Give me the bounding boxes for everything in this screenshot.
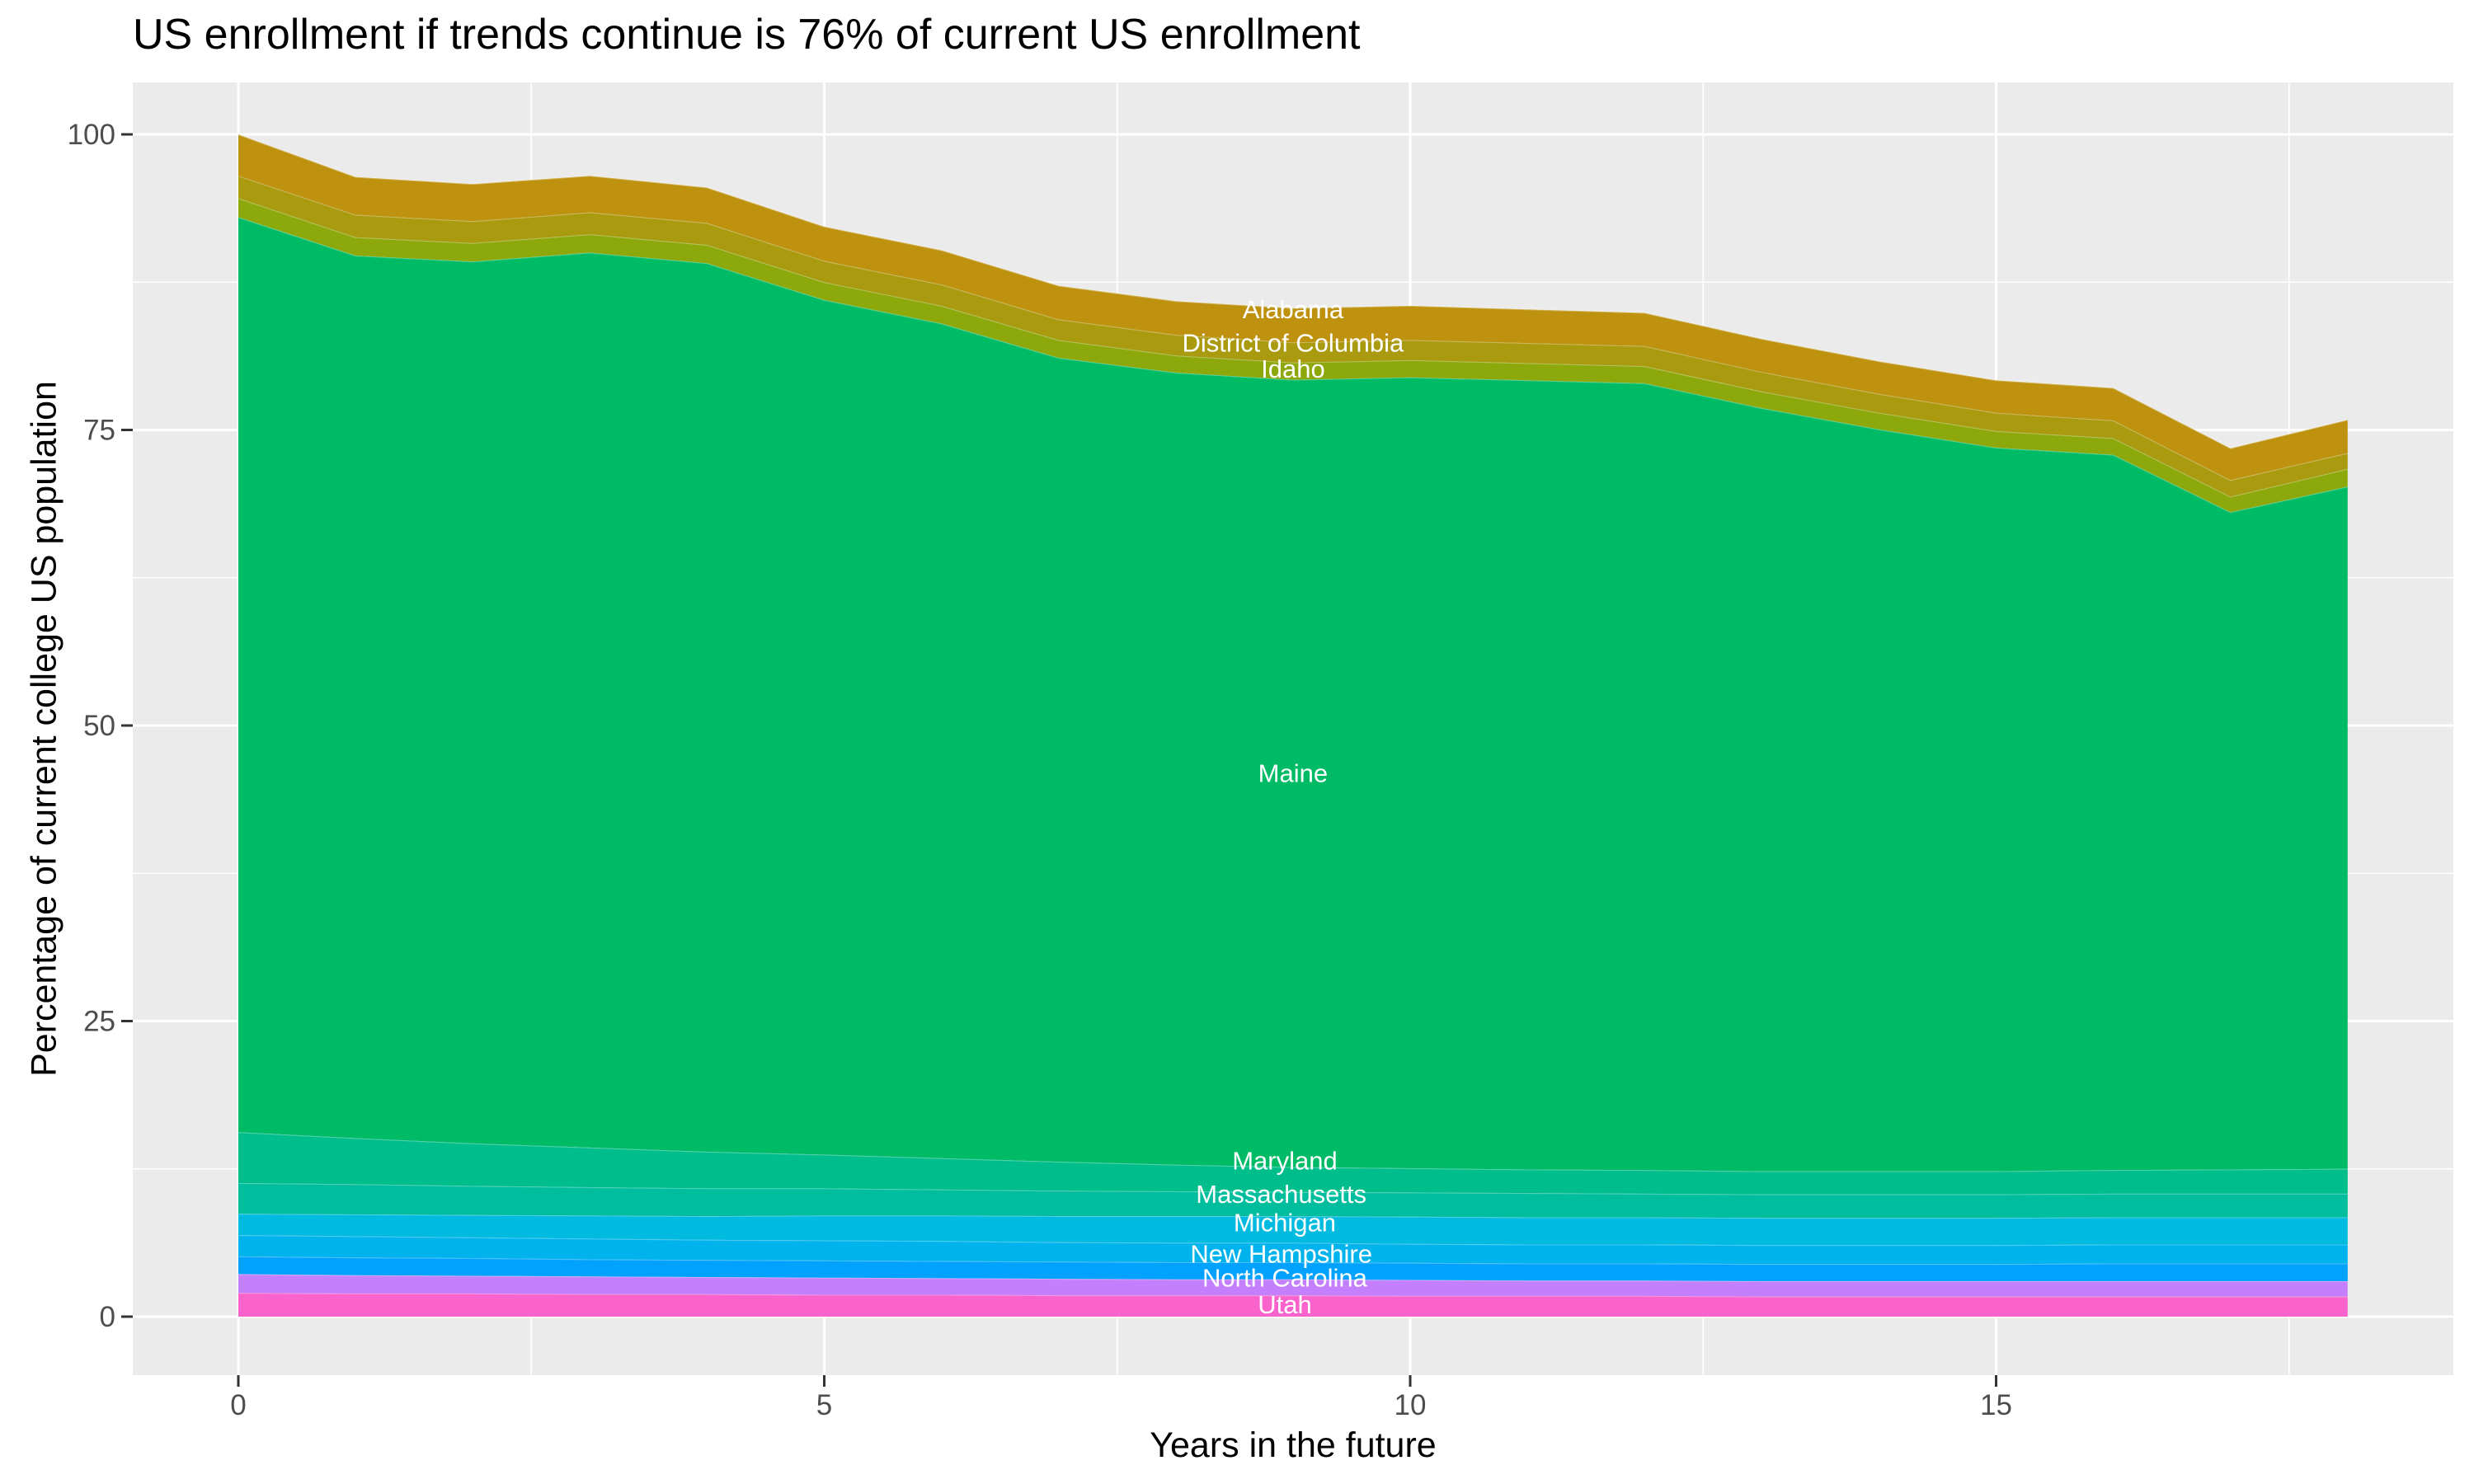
- area-label-north-carolina: North Carolina: [1202, 1264, 1368, 1293]
- x-tick-label: 5: [816, 1389, 832, 1421]
- y-tick-label: 100: [68, 119, 115, 151]
- area-label-massachusetts: Massachusetts: [1196, 1180, 1366, 1209]
- area-north-carolina: [238, 1274, 2348, 1297]
- x-tick-label: 10: [1395, 1389, 1427, 1421]
- area-label-maryland: Maryland: [1232, 1147, 1338, 1176]
- area-maryland: [238, 1132, 2348, 1195]
- area-utah: [238, 1293, 2348, 1317]
- area-label-maine: Maine: [1258, 758, 1328, 787]
- area-alabama: [238, 134, 2348, 481]
- area-idaho: [238, 198, 2348, 513]
- area-massachusetts: [238, 1183, 2348, 1219]
- area-michigan: [238, 1214, 2348, 1246]
- y-tick-label: 0: [100, 1301, 115, 1333]
- area-label-michigan: Michigan: [1234, 1208, 1336, 1237]
- area-label-alabama: Alabama: [1243, 295, 1344, 324]
- x-tick-label: 15: [1980, 1389, 2012, 1421]
- area-new-hampshire: [238, 1235, 2348, 1265]
- area-maine: [238, 217, 2348, 1172]
- y-tick-label: 25: [83, 1006, 115, 1038]
- y-axis-title: Percentage of current college US populat…: [24, 381, 64, 1077]
- x-tick-label: 0: [230, 1389, 246, 1421]
- area-label-new-hampshire: New Hampshire: [1190, 1240, 1372, 1269]
- area-label-district-of-columbia: District of Columbia: [1183, 328, 1404, 357]
- area-topline-alabama: [238, 134, 2349, 449]
- area-label-utah: Utah: [1258, 1290, 1311, 1319]
- y-tick-label: 75: [83, 415, 115, 447]
- y-tick-label: 50: [83, 710, 115, 742]
- area-district-of-columbia: [238, 176, 2348, 497]
- chart-title: US enrollment if trends continue is 76% …: [133, 11, 1361, 59]
- area-label-idaho: Idaho: [1261, 355, 1325, 383]
- area-unlabeled: [238, 1256, 2348, 1281]
- x-axis-title: Years in the future: [1150, 1425, 1437, 1465]
